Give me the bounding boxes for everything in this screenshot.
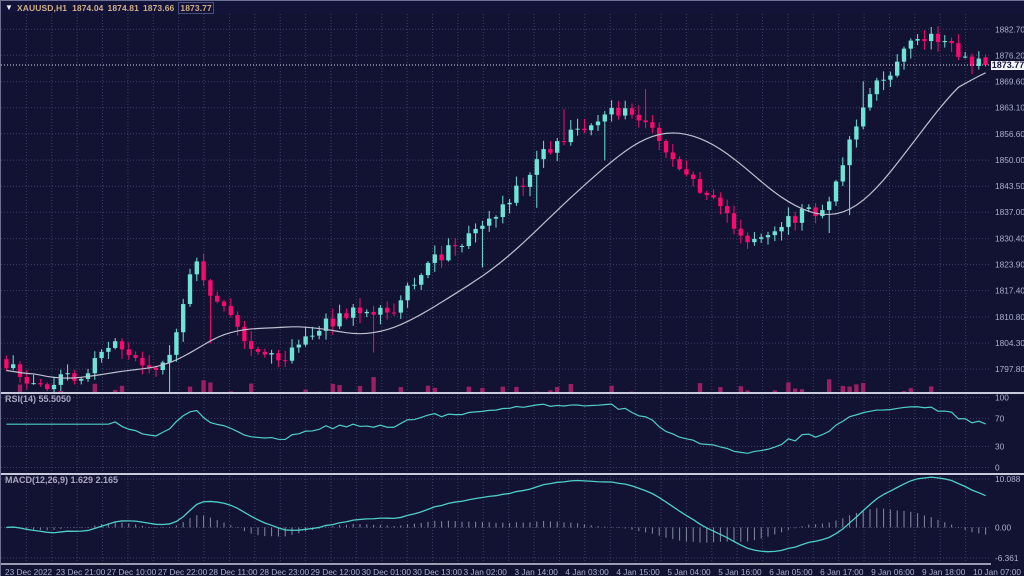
svg-text:5 Jan 16:00: 5 Jan 16:00 xyxy=(718,567,762,576)
svg-text:30 Dec 01:00: 30 Dec 01:00 xyxy=(362,567,412,576)
svg-text:3 Jan 02:00: 3 Jan 02:00 xyxy=(464,567,508,576)
svg-text:1817.40: 1817.40 xyxy=(995,286,1024,296)
svg-text:0.00: 0.00 xyxy=(995,522,1012,532)
svg-text:30: 30 xyxy=(995,442,1005,452)
svg-text:1823.90: 1823.90 xyxy=(995,260,1024,270)
svg-text:6 Jan 17:00: 6 Jan 17:00 xyxy=(820,567,864,576)
svg-text:6 Jan 05:00: 6 Jan 05:00 xyxy=(769,567,813,576)
svg-text:1804.30: 1804.30 xyxy=(995,338,1024,348)
svg-text:9 Jan 18:00: 9 Jan 18:00 xyxy=(922,567,966,576)
svg-text:1837.00: 1837.00 xyxy=(995,207,1024,217)
svg-text:4 Jan 03:00: 4 Jan 03:00 xyxy=(565,567,609,576)
svg-text:9 Jan 06:00: 9 Jan 06:00 xyxy=(871,567,915,576)
svg-text:10 Jan 07:00: 10 Jan 07:00 xyxy=(973,567,1021,576)
svg-text:1850.00: 1850.00 xyxy=(995,155,1024,165)
svg-text:1830.40: 1830.40 xyxy=(995,234,1024,244)
svg-text:28 Dec 11:00: 28 Dec 11:00 xyxy=(209,567,258,576)
svg-text:70: 70 xyxy=(995,414,1005,424)
svg-text:5 Jan 04:00: 5 Jan 04:00 xyxy=(667,567,711,576)
svg-text:10.088: 10.088 xyxy=(995,474,1021,484)
svg-text:23 Dec 21:00: 23 Dec 21:00 xyxy=(56,567,106,576)
svg-text:1797.80: 1797.80 xyxy=(995,364,1024,374)
svg-text:100: 100 xyxy=(995,393,1009,403)
svg-text:3 Jan 14:00: 3 Jan 14:00 xyxy=(514,567,558,576)
svg-text:1863.10: 1863.10 xyxy=(995,103,1024,113)
svg-text:29 Dec 12:00: 29 Dec 12:00 xyxy=(311,567,361,576)
svg-text:27 Dec 10:00: 27 Dec 10:00 xyxy=(107,567,157,576)
svg-text:1843.50: 1843.50 xyxy=(995,181,1024,191)
svg-text:1810.80: 1810.80 xyxy=(995,312,1024,322)
svg-text:1876.20: 1876.20 xyxy=(995,50,1024,60)
svg-text:-6.361: -6.361 xyxy=(995,553,1019,563)
svg-text:23 Dec 2022: 23 Dec 2022 xyxy=(5,567,52,576)
svg-text:4 Jan 15:00: 4 Jan 15:00 xyxy=(616,567,660,576)
svg-text:0: 0 xyxy=(995,463,1000,473)
svg-text:1869.60: 1869.60 xyxy=(995,77,1024,87)
svg-text:28 Dec 23:00: 28 Dec 23:00 xyxy=(260,567,310,576)
svg-text:30 Dec 13:00: 30 Dec 13:00 xyxy=(413,567,463,576)
svg-text:27 Dec 22:00: 27 Dec 22:00 xyxy=(158,567,208,576)
svg-text:1882.70: 1882.70 xyxy=(995,24,1024,34)
svg-text:1856.60: 1856.60 xyxy=(995,129,1024,139)
